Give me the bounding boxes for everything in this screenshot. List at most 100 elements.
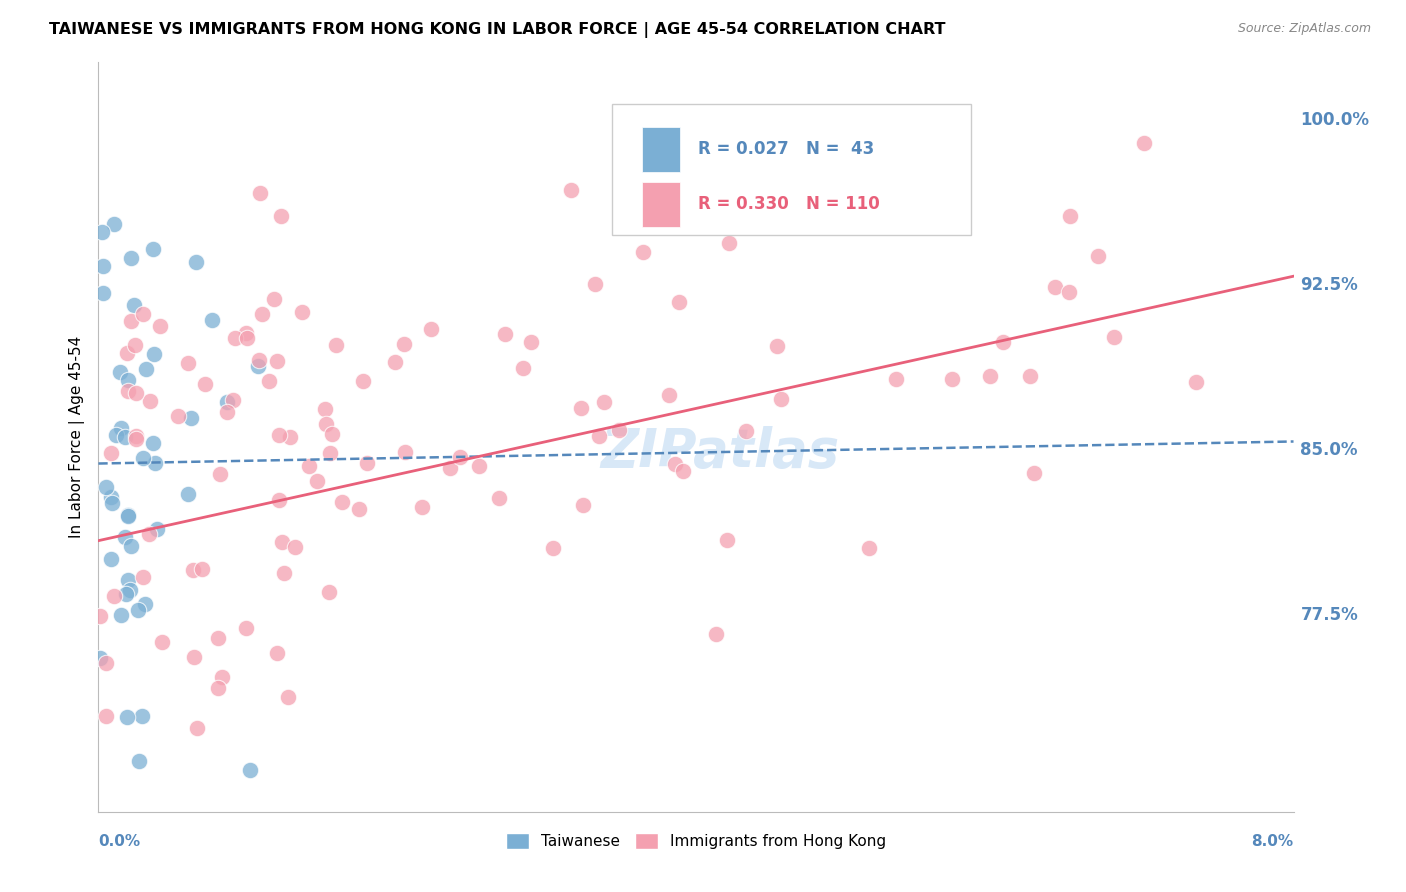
Point bbox=[110, 421, 132, 435]
Point bbox=[201, 313, 224, 327]
Point bbox=[167, 409, 190, 423]
Point bbox=[143, 347, 166, 361]
Text: 0.0%: 0.0% bbox=[98, 834, 141, 849]
Point bbox=[186, 721, 208, 735]
Point bbox=[735, 424, 758, 438]
Point bbox=[1184, 376, 1206, 390]
Point bbox=[392, 337, 415, 351]
Point bbox=[607, 423, 630, 437]
Point bbox=[347, 501, 370, 516]
Point bbox=[207, 681, 229, 696]
Point bbox=[270, 209, 292, 223]
Point bbox=[235, 326, 257, 341]
Point bbox=[592, 395, 614, 409]
FancyBboxPatch shape bbox=[613, 103, 972, 235]
Point bbox=[560, 183, 582, 197]
Point bbox=[291, 305, 314, 319]
Point bbox=[127, 603, 149, 617]
Point bbox=[271, 535, 294, 549]
Point bbox=[146, 522, 169, 536]
Point bbox=[120, 539, 142, 553]
Point bbox=[249, 186, 271, 200]
Point bbox=[384, 354, 406, 368]
Point bbox=[110, 366, 132, 380]
Point bbox=[236, 331, 259, 345]
Point bbox=[184, 255, 207, 269]
Point bbox=[1019, 368, 1042, 383]
Point bbox=[149, 318, 172, 333]
Point bbox=[114, 430, 136, 444]
Text: Source: ZipAtlas.com: Source: ZipAtlas.com bbox=[1237, 22, 1371, 36]
Point bbox=[394, 445, 416, 459]
Point bbox=[631, 245, 654, 260]
Point bbox=[117, 508, 139, 522]
Point bbox=[128, 754, 150, 768]
Point bbox=[588, 429, 610, 443]
Point bbox=[468, 458, 491, 473]
Text: TAIWANESE VS IMMIGRANTS FROM HONG KONG IN LABOR FORCE | AGE 45-54 CORRELATION CH: TAIWANESE VS IMMIGRANTS FROM HONG KONG I… bbox=[49, 22, 946, 38]
Legend: Taiwanese, Immigrants from Hong Kong: Taiwanese, Immigrants from Hong Kong bbox=[498, 825, 894, 856]
Point bbox=[180, 410, 202, 425]
FancyBboxPatch shape bbox=[643, 127, 681, 172]
Point bbox=[569, 401, 592, 415]
Point bbox=[318, 446, 340, 460]
Point bbox=[139, 393, 162, 408]
Point bbox=[572, 498, 595, 512]
Point bbox=[239, 763, 262, 777]
Point bbox=[142, 436, 165, 450]
Point bbox=[125, 433, 148, 447]
Point bbox=[269, 493, 291, 508]
Point bbox=[330, 494, 353, 508]
Point bbox=[1043, 279, 1066, 293]
Point bbox=[321, 426, 343, 441]
Point bbox=[96, 656, 118, 670]
Point bbox=[519, 334, 541, 349]
Point bbox=[356, 456, 378, 470]
Point bbox=[120, 252, 142, 266]
Point bbox=[177, 487, 200, 501]
Point bbox=[1024, 466, 1046, 480]
Text: ZIPatlas: ZIPatlas bbox=[600, 426, 839, 478]
Point bbox=[115, 346, 138, 360]
Point bbox=[672, 464, 695, 478]
Point bbox=[250, 307, 273, 321]
Point bbox=[100, 446, 122, 460]
Point bbox=[280, 430, 302, 444]
Point bbox=[117, 508, 139, 523]
Point bbox=[125, 386, 148, 401]
Point bbox=[266, 646, 288, 660]
Point bbox=[766, 339, 789, 353]
Point bbox=[704, 627, 727, 641]
Point bbox=[831, 203, 853, 218]
Point bbox=[315, 417, 337, 432]
Point bbox=[118, 583, 141, 598]
Point bbox=[124, 338, 146, 352]
Point bbox=[449, 450, 471, 464]
Point bbox=[1059, 285, 1081, 300]
Point bbox=[142, 242, 165, 256]
Point bbox=[991, 335, 1014, 350]
Point bbox=[583, 277, 606, 292]
Point bbox=[183, 650, 205, 665]
Point bbox=[208, 467, 231, 481]
Point bbox=[263, 292, 285, 306]
Point bbox=[979, 368, 1001, 383]
Point bbox=[94, 708, 117, 723]
Point bbox=[273, 566, 295, 581]
Point bbox=[91, 286, 114, 301]
Point bbox=[194, 376, 217, 391]
Point bbox=[181, 563, 204, 577]
Point bbox=[716, 533, 738, 547]
Point bbox=[91, 259, 114, 273]
Point bbox=[257, 374, 280, 388]
Point bbox=[132, 450, 155, 465]
Point bbox=[124, 298, 146, 312]
Point bbox=[103, 590, 125, 604]
Text: R = 0.027   N =  43: R = 0.027 N = 43 bbox=[699, 140, 875, 159]
Point bbox=[305, 475, 328, 489]
Point bbox=[512, 361, 534, 376]
Point bbox=[266, 353, 288, 368]
Point bbox=[723, 217, 745, 231]
Text: R = 0.330   N = 110: R = 0.330 N = 110 bbox=[699, 195, 880, 213]
Point bbox=[284, 541, 307, 555]
